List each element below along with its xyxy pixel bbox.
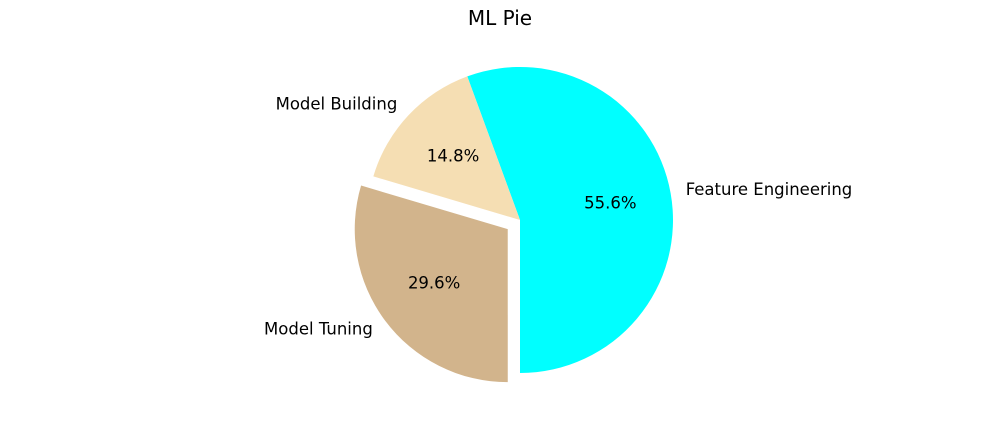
pie-slice-feature-engineering (467, 66, 674, 373)
slice-percent-model-tuning: 29.6% (408, 274, 460, 293)
slice-percent-feature-engineering: 55.6% (584, 193, 636, 212)
chart-title: ML Pie (468, 6, 532, 30)
slice-label-model-tuning: Model Tuning (264, 319, 373, 338)
pie-labels: Feature Engineering 55.6% Model Building 14… (264, 94, 852, 338)
pie-slice-model-building (373, 76, 520, 220)
pie-slices (354, 66, 674, 383)
slice-percent-model-building: 14.8% (427, 147, 479, 166)
slice-label-feature-engineering: Feature Engineering (686, 180, 853, 199)
slice-label-model-building: Model Building (276, 94, 398, 113)
pie-slice-model-tuning (354, 185, 508, 383)
